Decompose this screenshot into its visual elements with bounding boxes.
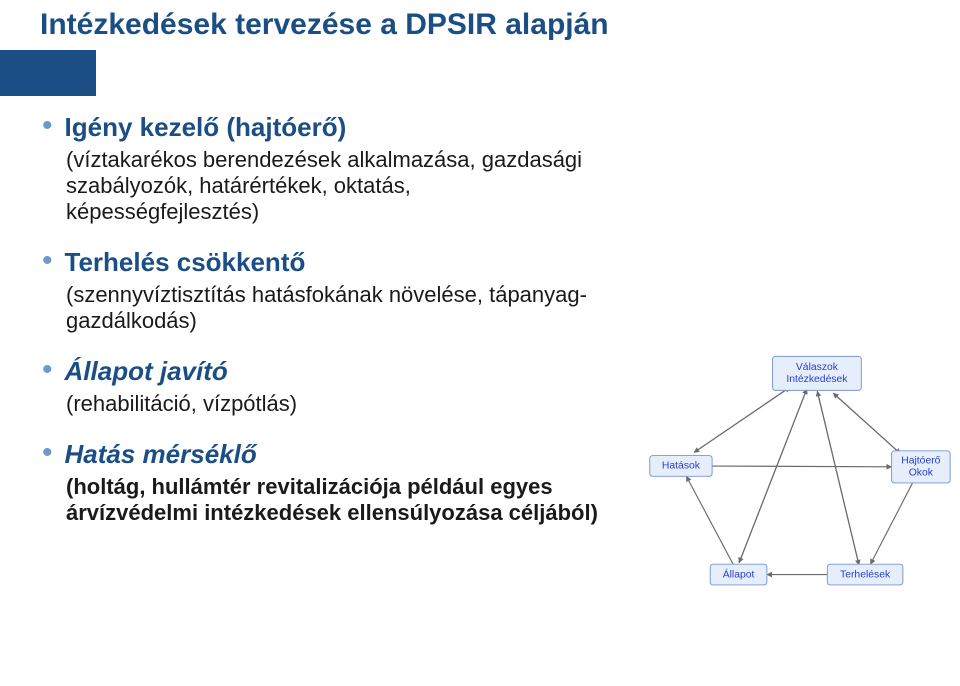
bullet-sub: (holtág, hullámtér revitalizációja példá… xyxy=(66,474,602,526)
diagram-node-allapot: Állapot xyxy=(710,564,767,585)
diagram-edge xyxy=(712,466,891,467)
bullet-item: • Igény kezelő (hajtóerő) xyxy=(42,112,602,143)
diagram-node-hajtoero: Hajtóerő Okok xyxy=(892,451,951,483)
bullet-item: • Terhelés csökkentő xyxy=(42,247,602,278)
slide-title: Intézkedések tervezése a DPSIR alapján xyxy=(40,8,609,42)
diagram-edge xyxy=(833,393,900,453)
diagram-node-terhelesek: Terhelések xyxy=(827,564,903,585)
bullet-head: Terhelés csökkentő xyxy=(65,247,306,278)
diagram-node-label: Válaszok xyxy=(796,362,839,373)
diagram-edge xyxy=(686,476,733,564)
diagram-edge xyxy=(817,391,859,565)
bullet-list: • Igény kezelő (hajtóerő) (víztakarékos … xyxy=(42,90,602,526)
diagram-node-label: Intézkedések xyxy=(786,374,848,385)
bullet-sub: (víztakarékos berendezések alkalmazása, … xyxy=(66,147,602,225)
diagram-edge xyxy=(694,387,790,452)
diagram-node-label: Hatások xyxy=(662,461,701,472)
diagram-node-hatasok: Hatások xyxy=(650,456,712,477)
dpsir-diagram: VálaszokIntézkedések Hatások Hajtóerő Okok Á… xyxy=(612,310,952,620)
bullet-head: Hatás mérséklő xyxy=(65,439,257,470)
bullet-dot-icon: • xyxy=(42,112,53,140)
diagram-node-label: Állapot xyxy=(723,567,755,580)
diagram-node-label: Terhelések xyxy=(840,569,891,580)
bullet-sub: (szennyvíztisztítás hatásfokának növelés… xyxy=(66,282,602,334)
bullet-head: Igény kezelő (hajtóerő) xyxy=(65,112,347,143)
diagram-node-valaszok: VálaszokIntézkedések xyxy=(773,356,862,390)
bullet-sub: (rehabilitáció, vízpótlás) xyxy=(66,391,602,417)
bullet-dot-icon: • xyxy=(42,439,53,467)
diagram-node-label: Hajtóerő xyxy=(901,455,940,466)
bullet-dot-icon: • xyxy=(42,247,53,275)
diagram-node-label: Okok xyxy=(909,468,934,479)
diagram-edge xyxy=(870,483,912,564)
bullet-item: • Állapot javító xyxy=(42,356,602,387)
bullet-dot-icon: • xyxy=(42,356,53,384)
bullet-head: Állapot javító xyxy=(65,356,228,387)
bullet-item: • Hatás mérséklő xyxy=(42,439,602,470)
slide: Intézkedések tervezése a DPSIR alapján •… xyxy=(0,0,960,686)
